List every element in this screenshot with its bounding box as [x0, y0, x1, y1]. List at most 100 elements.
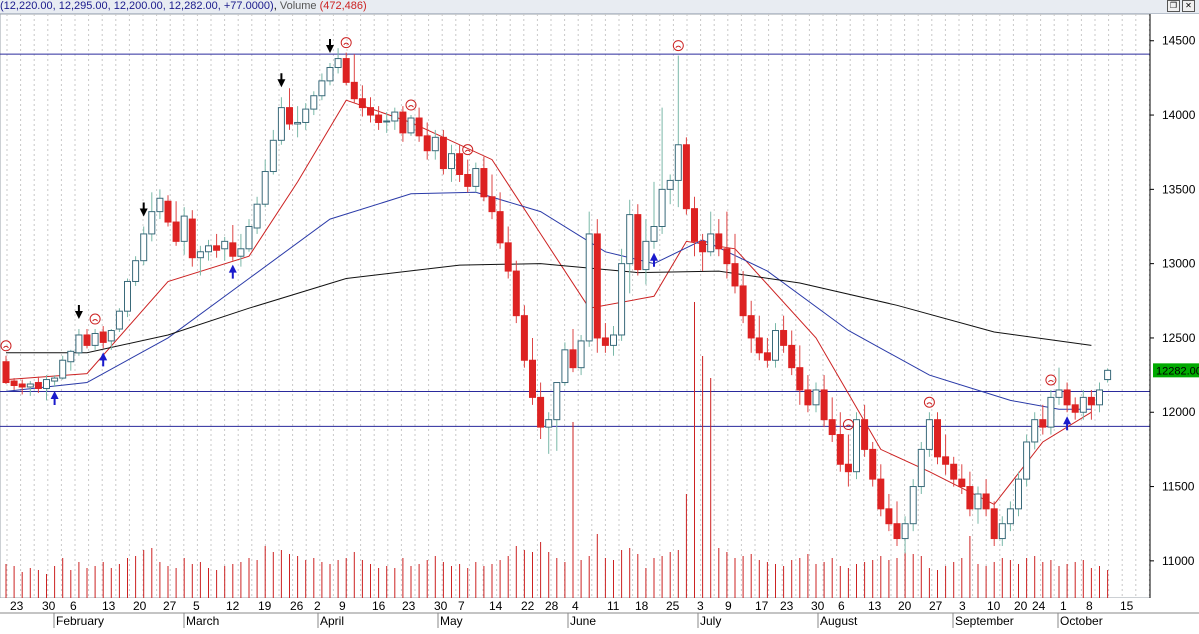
candle-body	[1063, 389, 1071, 406]
smiley-mouth	[464, 149, 471, 152]
x-day-label: 13	[868, 599, 882, 613]
candle-body	[723, 248, 731, 265]
candle-body	[529, 359, 536, 398]
x-day-label: 6	[70, 599, 77, 613]
x-month-label: July	[700, 614, 721, 628]
candle-body	[885, 508, 893, 525]
candle-body	[310, 95, 318, 110]
candle-body	[1079, 396, 1087, 413]
candle-body	[577, 340, 585, 369]
candle-body	[358, 98, 366, 109]
candle-body	[934, 419, 941, 458]
y-tick-label: 14000	[1162, 108, 1196, 122]
smiley-icon	[462, 144, 474, 156]
candle-body	[893, 523, 901, 540]
x-day-label: 30	[42, 599, 56, 613]
x-day-label: 23	[10, 599, 24, 613]
smiley-icon	[405, 99, 417, 111]
candle-body	[318, 80, 326, 97]
smiley-mouth	[926, 402, 933, 405]
candle-body	[253, 203, 261, 229]
smiley-icon	[923, 396, 935, 408]
smiley-mouth	[408, 105, 414, 108]
candle-body	[1039, 419, 1047, 428]
candle-body	[674, 144, 682, 181]
candle-body	[383, 120, 391, 123]
x-month-label: April	[320, 614, 344, 628]
x-day-label: 15	[1120, 599, 1134, 613]
candle-body	[763, 352, 771, 361]
candle-body	[75, 334, 83, 354]
candle-body	[844, 463, 852, 473]
candle-body	[83, 334, 91, 346]
candle-body	[488, 196, 496, 213]
last-price-label: 12282.00	[1156, 365, 1199, 377]
candle-body	[877, 478, 885, 510]
candle-body	[618, 263, 626, 336]
candle-body	[601, 337, 609, 346]
x-day-label: 22	[521, 599, 535, 613]
candle-body	[2, 361, 10, 384]
candle-body	[261, 171, 269, 205]
candle-body	[958, 478, 966, 488]
candle-body	[107, 330, 115, 342]
x-day-label: 20	[133, 599, 147, 613]
candle-body	[828, 419, 836, 436]
candle-body	[1006, 508, 1014, 525]
x-month-label: March	[186, 614, 219, 628]
candle-body	[836, 434, 844, 465]
candle-body	[391, 111, 399, 122]
candles	[2, 48, 1112, 554]
grid-lines	[0, 14, 1151, 599]
x-day-label: 4	[572, 599, 579, 613]
x-month-label: August	[820, 614, 858, 628]
candle-body	[537, 396, 545, 428]
smiley-mouth	[675, 45, 682, 48]
down-arrow-icon	[74, 305, 83, 320]
candle-body	[448, 153, 455, 170]
candle-body	[545, 419, 553, 428]
candle-body	[966, 486, 974, 510]
candle-body	[861, 419, 869, 450]
candle-body	[342, 58, 350, 83]
x-day-label: 26	[290, 599, 304, 613]
close-icon[interactable]: ✕	[1182, 0, 1195, 12]
restore-icon[interactable]: ❐	[1167, 0, 1180, 12]
quote-values: (12,220.00, 12,295.00, 12,200.00, 12,282…	[0, 0, 274, 12]
candle-body	[245, 225, 253, 250]
candle-body	[512, 270, 520, 317]
candle-body	[666, 179, 674, 190]
plot-frame	[0, 14, 1151, 599]
candle-body	[10, 380, 18, 387]
x-day-label: 30	[434, 599, 448, 613]
x-day-label: 23	[780, 599, 794, 613]
candle-body	[496, 211, 504, 244]
x-day-label: 1	[1060, 599, 1067, 613]
candle-body	[1104, 369, 1112, 381]
up-arrow-icon	[650, 252, 658, 267]
candle-body	[67, 350, 75, 363]
candle-body	[302, 108, 310, 123]
up-arrow-icon	[228, 264, 237, 279]
candle-body	[43, 379, 50, 389]
candle-body	[917, 448, 925, 488]
moving-average-line	[6, 263, 1092, 354]
x-day-label: 10	[987, 599, 1001, 613]
down-arrow-icon	[139, 202, 148, 217]
candle-body	[91, 332, 99, 346]
candle-body	[593, 233, 601, 339]
up-arrow-icon	[1063, 416, 1072, 431]
x-day-label: 6	[838, 599, 845, 613]
x-day-label: 7	[458, 599, 465, 613]
x-day-label: 18	[635, 599, 649, 613]
volume-label: Volume	[279, 0, 317, 12]
x-axis-bg	[0, 598, 1199, 634]
y-tick-label: 13000	[1162, 257, 1196, 271]
candle-body	[439, 136, 447, 170]
candle-body	[367, 107, 374, 116]
x-day-label: 11	[607, 599, 620, 613]
candle-body	[812, 389, 820, 406]
candle-body	[334, 58, 342, 68]
candle-body	[407, 117, 415, 134]
x-day-label: 20	[898, 599, 912, 613]
